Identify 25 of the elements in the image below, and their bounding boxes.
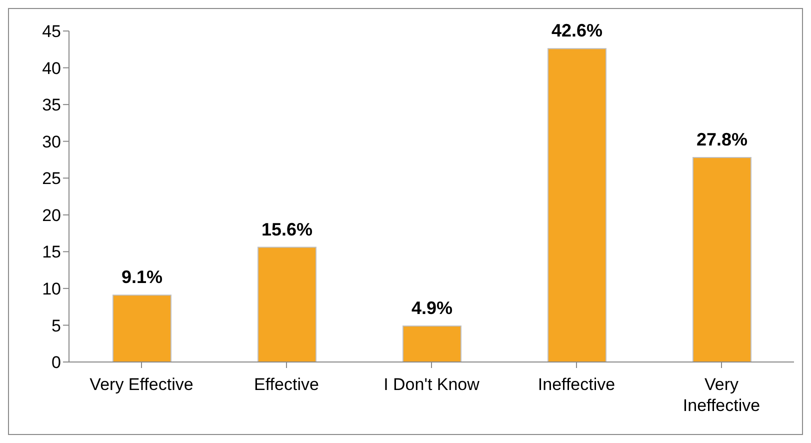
y-tick-label: 15: [42, 242, 61, 262]
y-tick-label: 35: [42, 96, 61, 115]
y-tick-label: 45: [42, 22, 61, 42]
y-tick-label: 30: [42, 132, 61, 152]
bar: [258, 246, 316, 362]
data-label: 15.6%: [261, 219, 313, 240]
x-tick-label: Effective: [254, 375, 319, 394]
x-tick-label: Very Effective: [90, 375, 194, 394]
y-tick-label: 40: [42, 58, 61, 78]
x-tick-label: I Don't Know: [384, 375, 480, 394]
y-tick-label: 25: [42, 169, 61, 188]
data-label: 4.9%: [411, 298, 453, 318]
bar: [548, 48, 606, 362]
bar: [692, 157, 752, 362]
y-tick-label: 10: [42, 279, 61, 298]
y-tick-label: 5: [52, 316, 61, 336]
x-tick-label: Ineffective: [538, 375, 616, 394]
x-tick-label: Very Ineffective: [682, 375, 760, 415]
data-label: 42.6%: [551, 20, 603, 41]
bar: [112, 294, 172, 362]
data-label: 27.8%: [696, 130, 748, 150]
bar: [402, 325, 462, 362]
y-tick-label: 20: [42, 206, 61, 225]
data-label: 9.1%: [121, 267, 163, 288]
y-tick-label: 0: [52, 353, 61, 372]
